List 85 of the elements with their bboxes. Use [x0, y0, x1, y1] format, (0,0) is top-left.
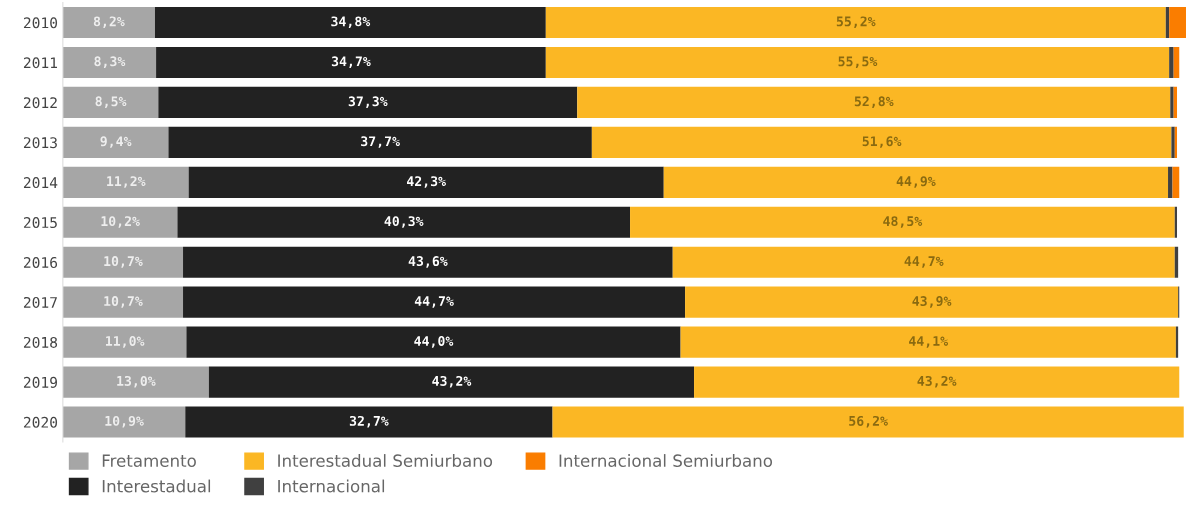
data-label: 44,7%: [414, 296, 454, 308]
y-tick-label: 2011: [23, 57, 58, 69]
bar: [1168, 166, 1173, 198]
bar: [663, 166, 1169, 198]
y-tick-label: 2018: [23, 336, 58, 348]
legend-label: Interestadual Semiurbano: [278, 454, 493, 467]
bar: [545, 46, 1170, 79]
data-label: 37,3%: [348, 96, 388, 108]
bar: [680, 326, 1176, 358]
y-tick-label: 2010: [23, 17, 58, 29]
data-label: 55,5%: [838, 56, 878, 68]
bar: [185, 406, 553, 438]
data-label: 8,5%: [95, 96, 127, 108]
bar: [208, 366, 695, 398]
y-tick-label: 2020: [23, 416, 58, 428]
data-label: 42,3%: [406, 176, 446, 188]
bar: [177, 206, 631, 238]
data-label: 55,2%: [836, 16, 876, 29]
bar: [154, 6, 546, 39]
bar: [62, 366, 209, 398]
data-label: 44,0%: [414, 335, 454, 348]
bar: [545, 6, 1166, 39]
bar: [577, 86, 1171, 119]
legend-label: Internacional Semiurbano: [559, 454, 773, 467]
y-tick-label: 2017: [23, 296, 57, 308]
data-label: 44,9%: [896, 176, 936, 188]
bar: [156, 46, 546, 79]
y-tick-label: 2014: [23, 177, 58, 189]
bar: [62, 326, 187, 358]
data-label: 44,7%: [904, 256, 944, 268]
data-label: 44,1%: [909, 336, 949, 348]
bar: [158, 86, 578, 119]
data-label: 10,7%: [104, 296, 143, 308]
bar: [62, 86, 159, 119]
data-label: 43,2%: [432, 375, 472, 388]
data-label: 8,3%: [94, 56, 126, 68]
y-tick-label: 2015: [23, 217, 57, 229]
data-label: 13,0%: [117, 375, 156, 388]
bar: [1169, 6, 1186, 39]
data-label: 40,3%: [384, 216, 424, 228]
bar: [62, 406, 186, 438]
data-label: 8,2%: [93, 16, 125, 29]
data-label: 10,2%: [101, 216, 140, 228]
bar: [183, 286, 686, 318]
bar: [62, 126, 169, 158]
bar: [62, 166, 189, 198]
bar: [630, 206, 1175, 238]
data-label: 37,7%: [361, 136, 400, 148]
y-tick-label: 2019: [23, 376, 58, 388]
data-label: 11,2%: [107, 176, 146, 188]
bar: [1169, 46, 1174, 79]
data-label: 10,9%: [105, 415, 144, 428]
legend-label: Interestadual: [102, 479, 211, 493]
bar: [591, 126, 1172, 158]
bar: [186, 326, 681, 358]
bar: [62, 206, 178, 238]
bar: [685, 286, 1179, 318]
data-label: 43,2%: [917, 375, 957, 388]
data-label: 34,8%: [331, 16, 371, 29]
y-tick-label: 2013: [23, 137, 57, 149]
y-tick-label: 2016: [23, 256, 58, 269]
data-label: 32,7%: [349, 415, 389, 428]
bar: [694, 366, 1180, 398]
data-label: 34,7%: [331, 56, 371, 68]
data-label: 43,6%: [408, 256, 448, 268]
data-label: 43,9%: [912, 296, 952, 308]
bar: [188, 166, 664, 198]
bar: [62, 286, 184, 318]
data-label: 9,4%: [100, 136, 132, 148]
bar: [183, 246, 673, 278]
data-label: 56,2%: [849, 415, 888, 428]
data-label: 11,0%: [105, 335, 145, 348]
data-label: 48,5%: [883, 216, 923, 228]
bar: [62, 46, 157, 79]
bar: [62, 246, 184, 278]
data-label: 52,8%: [854, 96, 894, 108]
data-label: 51,6%: [862, 136, 902, 148]
bar: [62, 6, 155, 39]
bar: [168, 126, 592, 158]
bar: [672, 246, 1175, 278]
y-tick-label: 2012: [23, 97, 57, 109]
legend-label: Fretamento: [102, 454, 196, 467]
data-label: 10,7%: [104, 256, 143, 268]
legend-label: Internacional: [278, 479, 385, 493]
bar: [552, 406, 1184, 438]
